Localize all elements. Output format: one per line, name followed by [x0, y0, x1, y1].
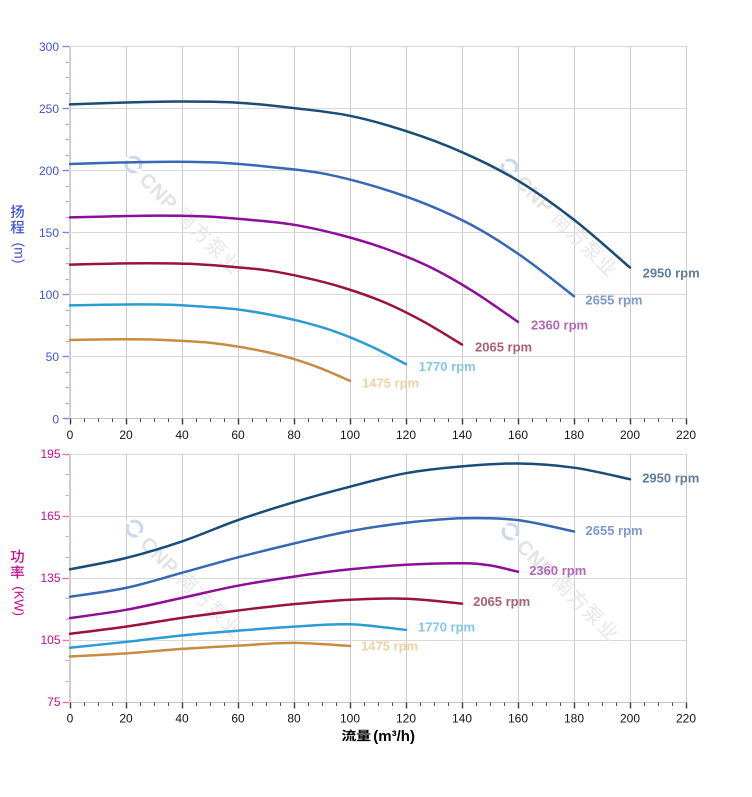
svg-text:195: 195 [40, 447, 60, 461]
svg-text:0: 0 [67, 711, 74, 725]
svg-text:50: 50 [46, 350, 60, 364]
svg-text:160: 160 [508, 428, 528, 442]
svg-text:40: 40 [175, 428, 189, 442]
svg-text:180: 180 [564, 428, 584, 442]
svg-text:105: 105 [40, 633, 60, 647]
svg-text:300: 300 [39, 40, 59, 54]
svg-text:2360 rpm: 2360 rpm [531, 318, 588, 333]
svg-text:250: 250 [39, 102, 59, 116]
svg-text:60: 60 [231, 711, 245, 725]
svg-text:140: 140 [452, 711, 472, 725]
svg-text:80: 80 [287, 711, 301, 725]
svg-text:0: 0 [67, 428, 74, 442]
svg-text:135: 135 [40, 571, 60, 585]
svg-text:60: 60 [231, 428, 245, 442]
svg-text:2655 rpm: 2655 rpm [586, 523, 643, 538]
svg-text:200: 200 [620, 428, 640, 442]
svg-text:150: 150 [39, 226, 59, 240]
svg-text:100: 100 [39, 288, 59, 302]
svg-text:165: 165 [40, 509, 60, 523]
svg-text:100: 100 [340, 711, 360, 725]
svg-text:1475 rpm: 1475 rpm [361, 638, 418, 653]
svg-text:20: 20 [119, 428, 133, 442]
svg-text:180: 180 [564, 711, 584, 725]
svg-text:200: 200 [39, 164, 59, 178]
svg-text:220: 220 [676, 711, 696, 725]
svg-text:2950 rpm: 2950 rpm [642, 470, 699, 485]
svg-text:120: 120 [396, 711, 416, 725]
svg-text:200: 200 [620, 711, 640, 725]
svg-text:75: 75 [47, 695, 61, 709]
svg-text:2360 rpm: 2360 rpm [529, 563, 586, 578]
svg-text:2950 rpm: 2950 rpm [643, 265, 700, 280]
svg-text:0: 0 [52, 412, 59, 426]
svg-text:220: 220 [676, 428, 696, 442]
svg-text:(m): (m) [12, 243, 28, 264]
svg-text:(KW): (KW) [11, 586, 26, 616]
svg-text:80: 80 [287, 428, 301, 442]
svg-text:40: 40 [175, 711, 189, 725]
svg-text:140: 140 [452, 428, 472, 442]
svg-text:(m³/h): (m³/h) [373, 728, 415, 745]
svg-text:120: 120 [396, 428, 416, 442]
svg-text:1770 rpm: 1770 rpm [419, 359, 476, 374]
svg-text:2065 rpm: 2065 rpm [475, 340, 532, 355]
svg-text:20: 20 [119, 711, 133, 725]
svg-text:2655 rpm: 2655 rpm [585, 293, 642, 308]
svg-text:160: 160 [508, 711, 528, 725]
svg-text:1475 rpm: 1475 rpm [362, 376, 419, 391]
svg-text:100: 100 [340, 428, 360, 442]
svg-text:1770 rpm: 1770 rpm [418, 619, 475, 634]
svg-text:2065 rpm: 2065 rpm [473, 594, 530, 609]
